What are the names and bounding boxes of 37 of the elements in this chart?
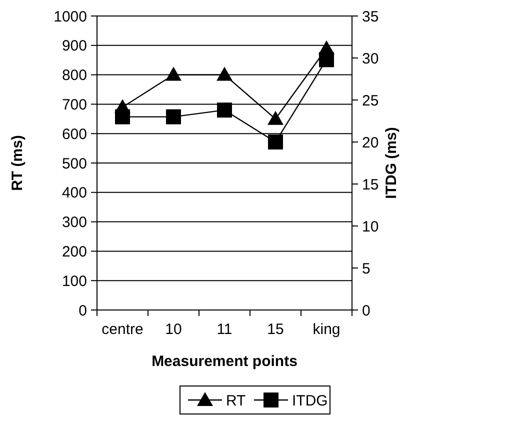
y-tick-label: 500: [62, 155, 87, 172]
y-tick-label: 300: [62, 214, 87, 232]
y2-axis-title: ITDG (ms): [383, 127, 400, 199]
point: [217, 102, 232, 118]
x-tick-label: king: [312, 321, 340, 338]
point: [268, 110, 284, 125]
point: [216, 66, 232, 81]
point: [268, 134, 283, 150]
point: [166, 66, 182, 81]
x-axis-title: Measurement points: [152, 353, 298, 370]
x-tick-label: 11: [216, 321, 232, 338]
y2-tick-label: 30: [362, 50, 379, 68]
legend-label: RT: [226, 392, 246, 410]
point: [166, 109, 181, 124]
y-tick-label: 900: [62, 38, 87, 55]
y2-tick-label: 10: [362, 218, 379, 236]
y-tick-label: 200: [62, 243, 87, 260]
x-tick-label: centre: [102, 321, 144, 338]
y-tick-label: 0: [78, 302, 87, 320]
y-axis-title: RT (ms): [9, 135, 26, 191]
x-tick-label: 10: [165, 321, 182, 338]
y-tick-label: 700: [62, 96, 87, 114]
y2-tick-label: 15: [362, 176, 379, 194]
y-tick-label: 1000: [54, 8, 87, 26]
x-tick-label: 15: [267, 321, 284, 338]
y-tick-label: 600: [62, 126, 87, 143]
legend-label: ITDG: [292, 392, 328, 410]
y-tick-label: 100: [62, 272, 87, 290]
point: [115, 109, 130, 124]
y2-tick-label: 0: [362, 302, 370, 320]
y2-tick-label: 5: [362, 260, 370, 278]
y-tick-label: 800: [62, 67, 87, 84]
y2-tick-label: 25: [362, 92, 379, 110]
y2-tick-label: 20: [362, 134, 379, 152]
point: [319, 52, 334, 68]
y-tick-label: 400: [62, 184, 87, 202]
y2-tick-label: 35: [362, 8, 379, 26]
